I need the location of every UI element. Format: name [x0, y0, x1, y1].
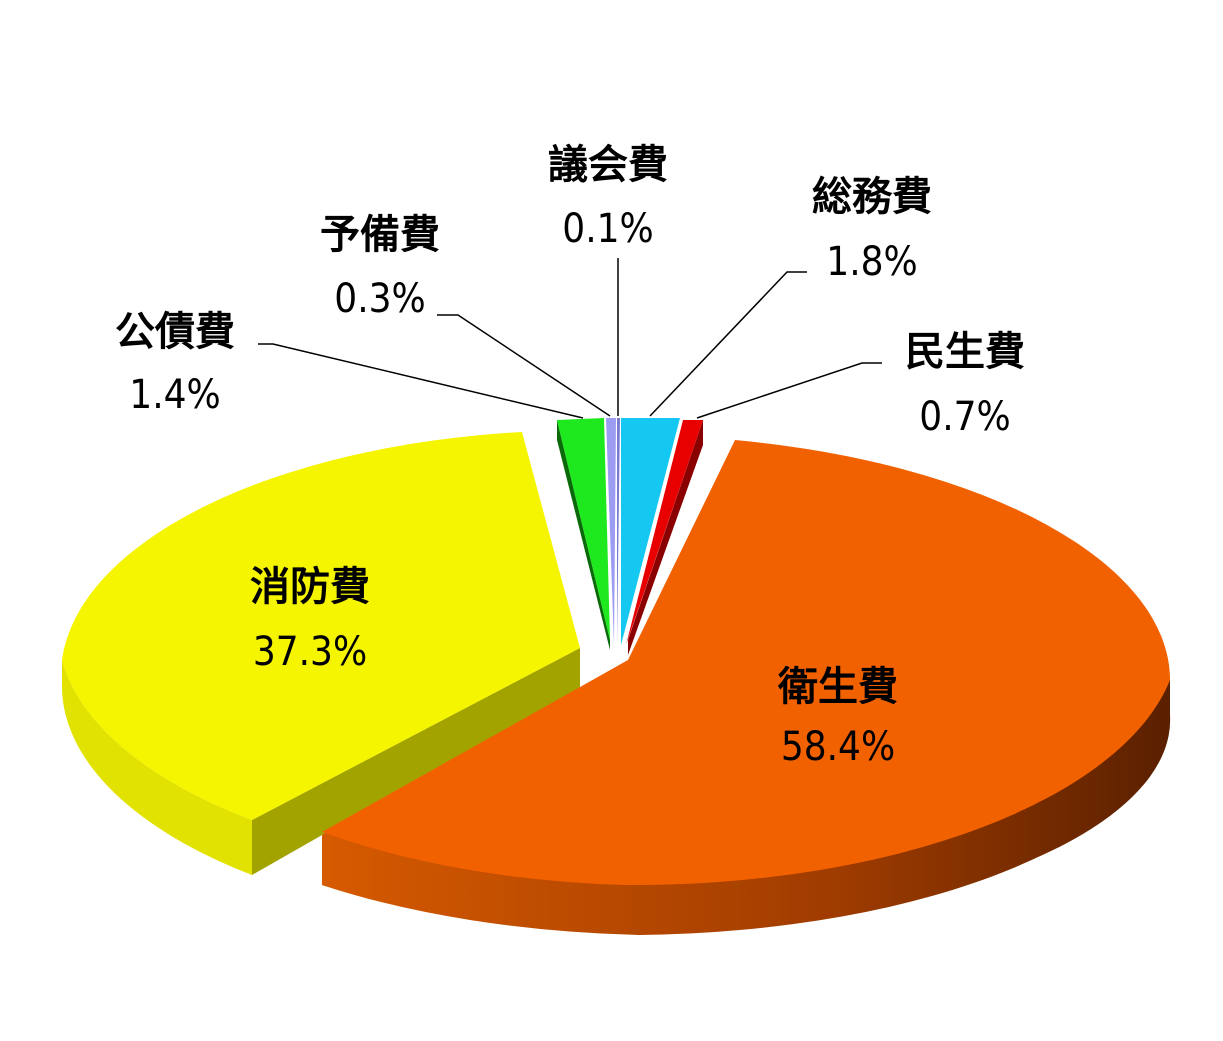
leader-lines — [258, 258, 882, 419]
slice-labels: 衛生費 58.4% 消防費 37.3% 公債費 1.4% 予備費 0.3% 議会… — [115, 142, 1025, 770]
label-予備費-value: 0.3% — [334, 276, 425, 322]
slice-総務費 — [621, 418, 680, 645]
label-議会費-value: 0.1% — [562, 206, 653, 252]
slice-予備費 — [606, 418, 616, 645]
label-総務費-value: 1.8% — [826, 239, 917, 285]
slice-公債費 — [557, 418, 610, 640]
label-公債費-value: 1.4% — [129, 372, 220, 418]
label-衛生費-value: 58.4% — [781, 724, 895, 770]
slice-front-衛生費 — [322, 680, 1170, 935]
leader-民生費 — [696, 362, 882, 419]
slice-消防費 — [62, 432, 580, 820]
label-消防費-value: 37.3% — [253, 629, 367, 675]
slice-議会費 — [617, 418, 620, 645]
pie-top-faces — [62, 418, 1170, 886]
label-消防費-name: 消防費 — [250, 564, 370, 610]
label-予備費-name: 予備費 — [320, 212, 440, 258]
slice-民生費 — [626, 420, 703, 645]
label-民生費-name: 民生費 — [905, 329, 1025, 375]
leader-予備費 — [437, 314, 611, 417]
leader-公債費 — [258, 343, 584, 419]
leader-総務費 — [649, 271, 807, 417]
label-議会費-name: 議会費 — [548, 142, 668, 188]
label-衛生費-name: 衛生費 — [777, 664, 898, 710]
slice-side-民生費 — [628, 420, 703, 655]
slice-side-公債費 — [557, 420, 610, 650]
slice-side-消防費 — [62, 660, 252, 875]
label-総務費-name: 総務費 — [812, 174, 932, 220]
slice-cut-消防費 — [252, 648, 580, 875]
label-公債費-name: 公債費 — [115, 309, 235, 355]
label-民生費-value: 0.7% — [919, 394, 1010, 440]
slice-衛生費 — [322, 440, 1170, 886]
